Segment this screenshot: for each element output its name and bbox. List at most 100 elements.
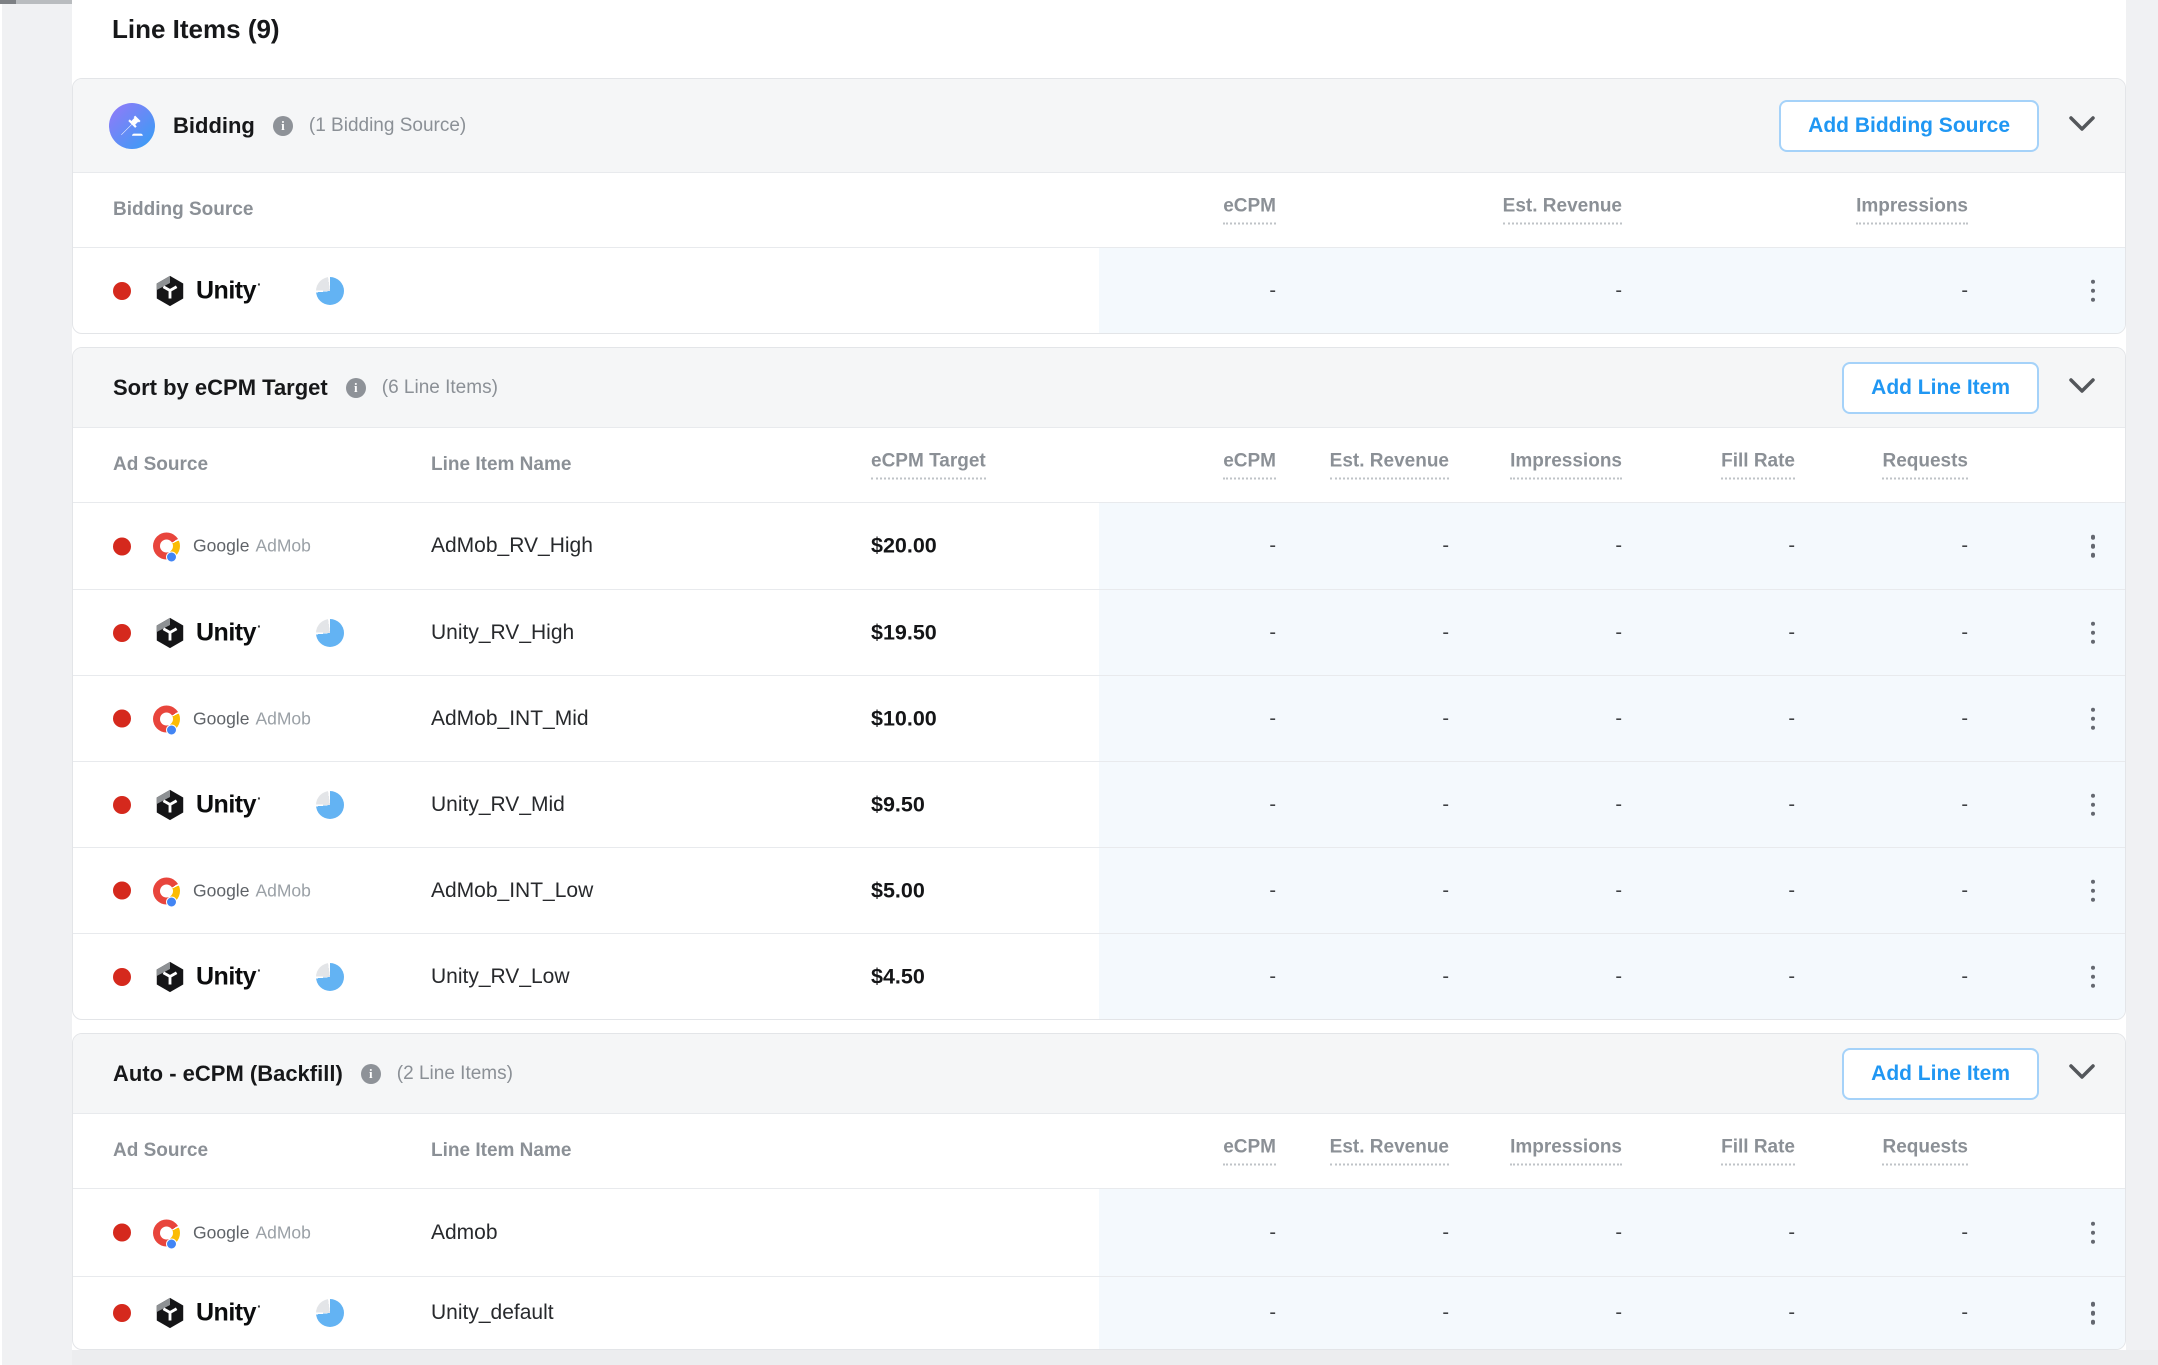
- column-header-ecpm-target: eCPM Target: [871, 451, 986, 480]
- add-line-item-button[interactable]: Add Line Item: [1842, 361, 2039, 414]
- kebab-menu-icon[interactable]: [2085, 789, 2102, 820]
- admob-logo-icon: [153, 877, 180, 907]
- kebab-menu-icon[interactable]: [2085, 617, 2102, 648]
- column-header-ad-source: Ad Source: [113, 454, 209, 475]
- kebab-menu-icon[interactable]: [2085, 961, 2102, 992]
- unity-logo-label: Unity·: [196, 789, 262, 819]
- line-item-name: Unity_RV_Low: [431, 964, 570, 988]
- table-row-admob-int-mid: Google AdMob AdMob_INT_Mid $10.00 - - - …: [73, 675, 2125, 761]
- ecpm-target-value: $5.00: [871, 878, 925, 902]
- kebab-menu-icon[interactable]: [2085, 703, 2102, 734]
- pie-chart-icon: [316, 618, 344, 647]
- google-logo-label: Google: [193, 1222, 250, 1242]
- corner-mark: [0, 0, 16, 4]
- section-title-ecpm-target: Sort by eCPM Target: [113, 374, 328, 400]
- admob-logo-label: AdMob: [255, 708, 311, 728]
- unity-logo-icon: [156, 275, 184, 306]
- cell-ecpm: -: [1269, 965, 1276, 987]
- info-icon[interactable]: i: [345, 377, 366, 398]
- cell-requests: -: [1961, 621, 1968, 643]
- line-item-name: Admob: [431, 1220, 498, 1244]
- column-header-line-item-name: Line Item Name: [431, 454, 572, 475]
- stats-band: [1099, 503, 2125, 589]
- unity-logo-label: Unity·: [196, 617, 262, 647]
- cell-ecpm: -: [1269, 621, 1276, 643]
- cell-impressions: -: [1961, 279, 1968, 301]
- cell-est-revenue: -: [1442, 879, 1449, 901]
- table-row-unity-default: Unity· Unity_default - - - - -: [73, 1276, 2125, 1349]
- admob-logo-label: AdMob: [255, 535, 311, 556]
- unity-logo-icon: [156, 961, 184, 992]
- unity-logo-label: Unity·: [196, 961, 262, 991]
- ecpm-target-section-header: Sort by eCPM Target i (6 Line Items) Add…: [73, 348, 2125, 428]
- cell-fill-rate: -: [1788, 965, 1795, 987]
- kebab-menu-icon[interactable]: [2085, 1217, 2102, 1248]
- cell-fill-rate: -: [1788, 534, 1795, 557]
- stats-band: [1099, 934, 2125, 1019]
- right-page-margin: [2126, 0, 2158, 1365]
- admob-logo-icon: [153, 1219, 180, 1249]
- cell-est-revenue: -: [1442, 965, 1449, 987]
- cell-impressions: -: [1615, 621, 1622, 643]
- info-icon[interactable]: i: [360, 1063, 381, 1084]
- line-item-name: Unity_default: [431, 1301, 554, 1324]
- ecpm-target-count-label: (6 Line Items): [381, 376, 498, 398]
- pie-chart-icon: [316, 1299, 344, 1327]
- cell-est-revenue: -: [1442, 1221, 1449, 1243]
- column-header-line-item-name: Line Item Name: [431, 1140, 572, 1161]
- cell-impressions: -: [1615, 965, 1622, 987]
- cell-fill-rate: -: [1788, 1221, 1795, 1243]
- pie-chart-icon: [316, 790, 344, 819]
- chevron-down-icon[interactable]: [2065, 112, 2099, 139]
- cell-impressions: -: [1615, 793, 1622, 815]
- red-status-dot: [113, 623, 131, 642]
- chevron-down-icon[interactable]: [2065, 374, 2099, 401]
- section-ecpm-target: Sort by eCPM Target i (6 Line Items) Add…: [72, 347, 2126, 1020]
- section-backfill: Auto - eCPM (Backfill) i (2 Line Items) …: [72, 1033, 2126, 1350]
- admob-logo-label: AdMob: [255, 880, 311, 900]
- table-row-unity-bidder: Unity· - - -: [73, 248, 2125, 333]
- google-logo-label: Google: [193, 708, 250, 728]
- info-icon[interactable]: i: [272, 115, 293, 136]
- cell-fill-rate: -: [1788, 707, 1795, 729]
- kebab-menu-icon[interactable]: [2085, 531, 2102, 562]
- kebab-menu-icon[interactable]: [2085, 875, 2102, 906]
- cell-ecpm: -: [1269, 1221, 1276, 1243]
- cell-ecpm: -: [1269, 1301, 1276, 1324]
- kebab-menu-icon[interactable]: [2085, 275, 2102, 306]
- kebab-menu-icon[interactable]: [2085, 1298, 2102, 1329]
- admob-logo-label: AdMob: [255, 1222, 311, 1242]
- cell-ecpm: -: [1269, 534, 1276, 557]
- column-header-est-revenue: Est. Revenue: [1329, 1137, 1449, 1166]
- add-bidding-source-button[interactable]: Add Bidding Source: [1779, 99, 2039, 152]
- table-row-unity-rv-high: Unity· Unity_RV_High $19.50 - - - - -: [73, 589, 2125, 675]
- column-header-bidding-source: Bidding Source: [113, 199, 254, 220]
- cell-est-revenue: -: [1442, 1301, 1449, 1324]
- cell-est-revenue: -: [1442, 621, 1449, 643]
- cell-requests: -: [1961, 1221, 1968, 1243]
- stats-band: [1099, 1277, 2125, 1349]
- cell-est-revenue: -: [1442, 534, 1449, 557]
- red-status-dot: [113, 967, 131, 986]
- unity-logo-icon: [156, 617, 184, 648]
- cell-est-revenue: -: [1442, 793, 1449, 815]
- section-title-bidding: Bidding: [173, 112, 255, 138]
- unity-logo-icon: [156, 789, 184, 820]
- cell-requests: -: [1961, 707, 1968, 729]
- unity-logo-icon: [156, 1297, 184, 1329]
- cell-requests: -: [1961, 965, 1968, 987]
- red-status-dot: [113, 281, 131, 300]
- table-row-admob-default: Google AdMob Admob - - - - -: [73, 1189, 2125, 1276]
- unity-logo-label: Unity·: [196, 1298, 262, 1327]
- chevron-down-icon[interactable]: [2065, 1060, 2099, 1087]
- cell-fill-rate: -: [1788, 793, 1795, 815]
- column-header-fill-rate: Fill Rate: [1721, 451, 1795, 480]
- table-row-unity-rv-mid: Unity· Unity_RV_Mid $9.50 - - - - -: [73, 761, 2125, 847]
- table-row-admob-int-low: Google AdMob AdMob_INT_Low $5.00 - - - -…: [73, 847, 2125, 933]
- add-line-item-button[interactable]: Add Line Item: [1842, 1047, 2039, 1100]
- unity-logo-label: Unity·: [196, 275, 262, 305]
- cell-fill-rate: -: [1788, 1301, 1795, 1324]
- cell-requests: -: [1961, 534, 1968, 557]
- google-logo-label: Google: [193, 535, 250, 556]
- backfill-table-header: Ad Source Line Item Name eCPM Est. Reven…: [73, 1114, 2125, 1189]
